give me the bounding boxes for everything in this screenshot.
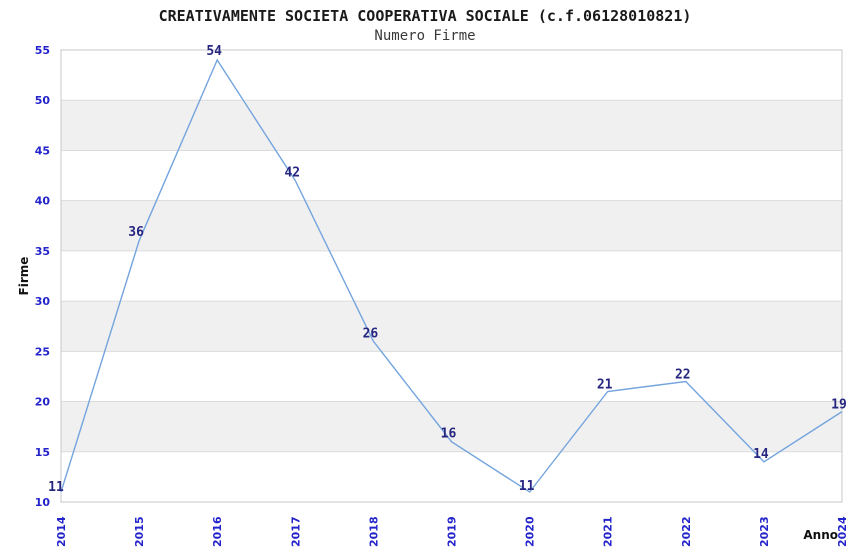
y-axis-title: Firme <box>17 256 31 296</box>
data-point-label: 26 <box>363 326 379 341</box>
data-point-label: 19 <box>831 398 847 413</box>
y-tick-label: 15 <box>35 446 50 459</box>
grid-band <box>61 401 842 452</box>
x-tick-label: 2017 <box>289 516 302 547</box>
data-point-label: 54 <box>206 44 222 59</box>
y-tick-label: 50 <box>35 94 51 107</box>
y-tick-label: 10 <box>35 496 51 509</box>
grid-band <box>61 200 842 251</box>
x-axis-title: Anno <box>803 528 838 542</box>
data-point-label: 21 <box>597 378 613 393</box>
plot-frame <box>60 49 843 503</box>
data-point-label: 16 <box>441 427 457 442</box>
data-point-label: 36 <box>128 225 144 240</box>
x-tick-label: 2018 <box>367 516 380 547</box>
data-point-label: 22 <box>675 368 691 383</box>
y-tick-label: 45 <box>35 144 50 157</box>
chart-subtitle: Numero Firme <box>374 28 476 44</box>
data-point-label: 11 <box>48 480 64 495</box>
data-series-line <box>60 58 843 493</box>
y-tick-label: 55 <box>35 44 50 57</box>
x-tick-label: 2023 <box>758 516 771 547</box>
x-tick-label: 2021 <box>602 516 615 547</box>
x-tick-label: 2019 <box>446 516 459 547</box>
y-tick-label: 30 <box>35 295 51 308</box>
x-tick-label: 2020 <box>524 516 537 547</box>
y-tick-label: 35 <box>35 245 50 258</box>
x-tick-label: 2022 <box>680 516 693 547</box>
grid-band <box>61 301 842 352</box>
data-point-label: 42 <box>284 166 300 181</box>
x-tick-label: 2014 <box>55 516 68 547</box>
x-tick-label: 2024 <box>836 516 849 547</box>
chart-title: CREATIVAMENTE SOCIETA COOPERATIVA SOCIAL… <box>158 7 692 25</box>
x-tick-label: 2015 <box>133 516 146 547</box>
x-tick-label: 2016 <box>211 516 224 547</box>
data-point-label: 11 <box>519 479 535 494</box>
y-tick-label: 25 <box>35 345 50 358</box>
grid-band <box>61 100 842 151</box>
y-tick-label: 20 <box>35 396 51 409</box>
y-tick-label: 40 <box>35 195 51 208</box>
data-point-label: 14 <box>753 447 769 462</box>
